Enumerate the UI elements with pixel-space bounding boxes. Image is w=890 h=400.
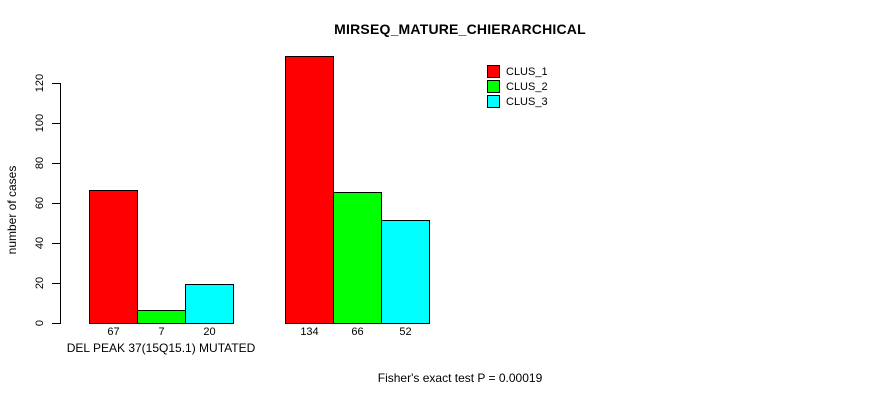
legend-label: CLUS_3 xyxy=(506,95,548,108)
legend: CLUS_1 CLUS_2 CLUS_3 xyxy=(487,63,548,109)
group-1-label: DEL PEAK 37(15Q15.1) MUTATED xyxy=(66,341,256,355)
y-tick-label: 60 xyxy=(34,196,46,210)
bar-value-label: 52 xyxy=(399,326,412,338)
legend-row-clus_2: CLUS_2 xyxy=(487,78,548,94)
bar-value-label: 66 xyxy=(351,326,364,338)
y-tick-mark xyxy=(52,243,60,244)
y-tick-label: 20 xyxy=(34,276,46,290)
y-axis-line xyxy=(60,83,61,324)
bar-clus_1-group2 xyxy=(285,56,334,324)
bar-value-label: 67 xyxy=(107,326,120,338)
legend-row-clus_1: CLUS_1 xyxy=(487,63,548,79)
bar-value-label: 20 xyxy=(203,326,216,338)
bar-clus_2-group2 xyxy=(333,192,382,324)
legend-swatch-icon xyxy=(487,80,500,94)
y-tick-label: 120 xyxy=(34,73,46,93)
y-axis-title: number of cases xyxy=(5,165,19,255)
y-tick-mark xyxy=(52,323,60,324)
y-tick-mark xyxy=(52,163,60,164)
y-tick-label: 40 xyxy=(34,236,46,250)
fisher-test-annotation: Fisher's exact test P = 0.00019 xyxy=(377,371,543,385)
bar-clus_3-group1 xyxy=(185,284,234,324)
y-tick-mark xyxy=(52,203,60,204)
y-tick-mark xyxy=(52,83,60,84)
y-tick-mark xyxy=(52,283,60,284)
legend-label: CLUS_1 xyxy=(506,65,548,78)
legend-swatch-icon xyxy=(487,95,500,109)
bar-clus_2-group1 xyxy=(137,310,186,324)
bar-value-label: 7 xyxy=(158,326,165,338)
y-tick-label: 80 xyxy=(34,156,46,170)
legend-swatch-icon xyxy=(487,65,500,79)
legend-row-clus_3: CLUS_3 xyxy=(487,93,548,109)
y-tick-mark xyxy=(52,123,60,124)
y-tick-label: 0 xyxy=(34,319,46,327)
legend-label: CLUS_2 xyxy=(506,80,548,93)
bar-clus_1-group1 xyxy=(89,190,138,324)
bar-clus_3-group2 xyxy=(381,220,430,324)
bar-value-label: 134 xyxy=(300,326,319,338)
y-tick-label: 100 xyxy=(34,113,46,133)
chart-title: MIRSEQ_MATURE_CHIERARCHICAL xyxy=(334,21,586,37)
